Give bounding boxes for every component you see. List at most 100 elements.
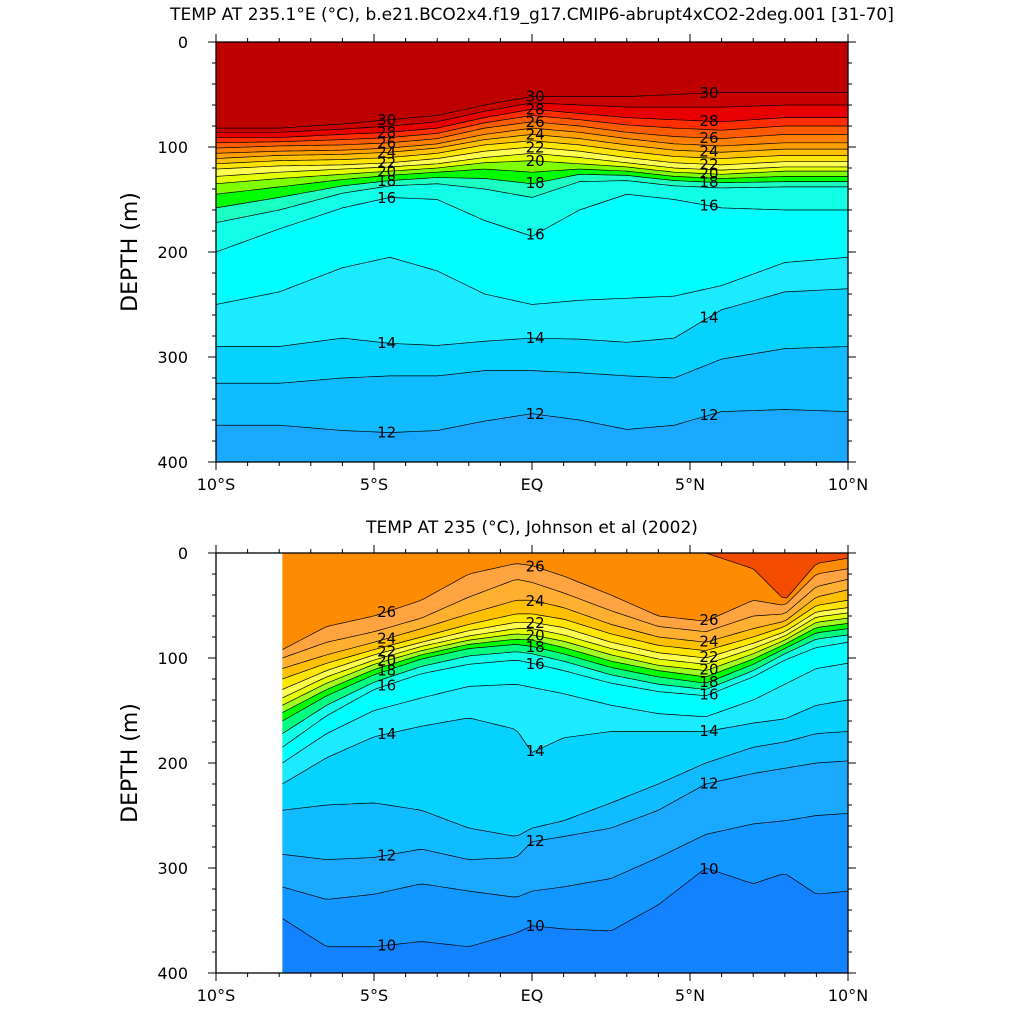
isotherm-16	[215, 193, 848, 253]
contour-label-28: 28	[699, 112, 718, 130]
isotherm-16	[282, 641, 849, 748]
isotherm-25	[282, 578, 849, 659]
isotherm-12	[216, 409, 849, 433]
chart-title: TEMP AT 235.1°E (°C), b.e21.BCO2x4.f19_g…	[169, 5, 894, 25]
isotherm-15	[282, 662, 849, 764]
contour-label-16: 16	[526, 226, 545, 244]
temp-band-above-30	[216, 42, 848, 129]
contour-label-12: 12	[526, 832, 545, 850]
temp-band-26-27	[282, 553, 848, 650]
contour-fills	[282, 553, 848, 973]
contour-label-10: 10	[377, 936, 396, 954]
contour-label-26: 26	[377, 134, 396, 152]
y-tick-label: 300	[157, 348, 188, 367]
temp-band-13-14	[216, 288, 848, 384]
temp-band-21-22	[282, 607, 848, 698]
y-tick-label: 200	[157, 243, 188, 262]
isotherm-25	[215, 127, 848, 154]
isotherm-11	[282, 813, 849, 900]
x-tick-label: 5°S	[360, 986, 388, 1005]
temp-band-12-13	[216, 346, 848, 433]
temp-band-15-16	[216, 194, 848, 305]
contour-label-22: 22	[699, 155, 718, 173]
contour-label-24: 24	[699, 143, 718, 161]
contour-label-16: 16	[377, 676, 396, 694]
temp-band-25-26	[282, 563, 848, 658]
temp-band-12-13	[282, 731, 848, 860]
isotherm-26	[215, 121, 848, 149]
temp-band-20-21	[216, 153, 848, 184]
contour-label-14: 14	[526, 742, 545, 760]
isotherm-22	[215, 146, 848, 170]
temp-band-27-28	[216, 109, 848, 143]
contour-label-12: 12	[377, 423, 396, 441]
isotherm-29	[216, 102, 848, 133]
contour-label-28: 28	[377, 123, 396, 141]
isotherm-19	[282, 623, 849, 713]
contour-label-24: 24	[526, 592, 545, 610]
contour-label-22: 22	[377, 154, 396, 172]
isotherm-22	[282, 607, 849, 690]
contour-label-16: 16	[526, 655, 545, 673]
temp-band-15-16	[282, 642, 848, 763]
y-tick-label: 0	[178, 544, 188, 563]
isotherm-18	[282, 628, 849, 722]
contour-label-12: 12	[699, 774, 718, 792]
contour-label-20: 20	[377, 652, 396, 670]
x-tick-label: 10°N	[828, 475, 868, 494]
contour-label-22: 22	[526, 138, 545, 156]
y-tick-label: 400	[157, 964, 188, 983]
temp-band-16-17	[216, 180, 848, 252]
contour-label-24: 24	[526, 126, 545, 144]
isotherm-17	[215, 180, 848, 223]
contour-label-14: 14	[526, 329, 545, 347]
temp-band-23-24	[216, 134, 848, 164]
temp-band-14-15	[216, 257, 848, 347]
contour-label-14: 14	[377, 725, 396, 743]
isotherm-20	[215, 160, 848, 185]
isotherm-20	[282, 617, 849, 706]
contour-label-10: 10	[526, 917, 545, 935]
axes: 10°S 5°S EQ 5°N 10°N 0 100 200 300 400	[157, 33, 868, 494]
y-tick-label: 300	[157, 859, 188, 878]
isotherm-24	[282, 589, 849, 669]
temp-band-24-25	[282, 579, 848, 669]
isotherm-13	[216, 346, 849, 384]
temp-band-21-22	[216, 147, 848, 177]
x-tick-label: 5°N	[675, 475, 705, 494]
x-tick-label: 10°N	[828, 986, 868, 1005]
axes: 10°S 5°S EQ 5°N 10°N 0 100 200 300 400	[157, 544, 868, 1005]
x-tick-label: 10°S	[197, 986, 236, 1005]
isotherm-27	[215, 115, 848, 144]
temp-band-26-27	[216, 115, 848, 149]
contour-label-16: 16	[377, 189, 396, 207]
temp-band-28-29	[216, 102, 848, 138]
x-tick-label: 5°N	[675, 986, 705, 1005]
temp-band-18-19	[216, 169, 848, 208]
isotherm-23	[282, 599, 849, 680]
temp-band-22-23	[282, 600, 848, 690]
isotherm-24	[215, 134, 848, 159]
contour-label-26: 26	[377, 603, 396, 621]
contour-label-16: 16	[699, 686, 718, 704]
contour-fills	[216, 42, 848, 462]
isotherm-21	[282, 612, 849, 699]
temp-band-25-26	[216, 121, 848, 154]
contour-label-12: 12	[377, 846, 396, 864]
isotherm-13	[282, 731, 849, 837]
contour-label-14: 14	[699, 722, 718, 740]
isotherm-14	[216, 288, 849, 347]
y-tick-label: 100	[157, 649, 188, 668]
contour-label-14: 14	[699, 308, 718, 326]
temp-band-23-24	[282, 589, 848, 679]
temp-band-22-23	[216, 140, 848, 170]
contour-label-20: 20	[699, 660, 718, 678]
isotherm-17	[282, 634, 849, 734]
temp-band-19-20	[282, 618, 848, 713]
contour-label-10: 10	[699, 860, 718, 878]
isotherm-12	[282, 760, 849, 860]
temp-band-9-10	[282, 868, 848, 973]
contour-label-18: 18	[526, 174, 545, 192]
